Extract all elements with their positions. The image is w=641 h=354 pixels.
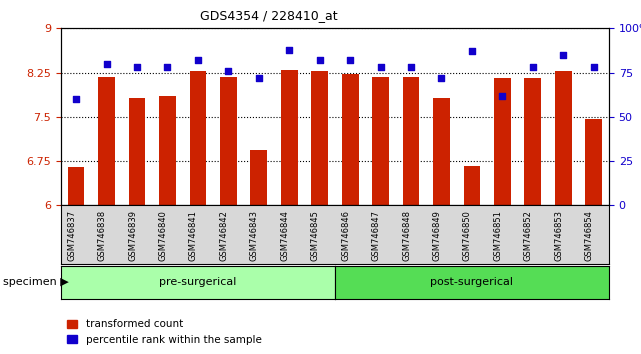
- Bar: [433, 98, 450, 205]
- Bar: [494, 78, 511, 205]
- Point: [406, 64, 416, 70]
- Point: [101, 61, 112, 67]
- Legend: transformed count, percentile rank within the sample: transformed count, percentile rank withi…: [63, 315, 266, 349]
- Text: GSM746843: GSM746843: [250, 210, 259, 261]
- Bar: [98, 77, 115, 205]
- Point: [315, 57, 325, 63]
- Bar: [463, 166, 480, 205]
- Text: GDS4354 / 228410_at: GDS4354 / 228410_at: [201, 9, 338, 22]
- Point: [71, 96, 81, 102]
- Text: GSM746847: GSM746847: [372, 210, 381, 261]
- Bar: [403, 77, 419, 205]
- Point: [223, 68, 233, 74]
- Point: [528, 64, 538, 70]
- Text: pre-surgerical: pre-surgerical: [159, 277, 237, 287]
- Bar: [524, 78, 541, 205]
- Text: GSM746838: GSM746838: [97, 210, 106, 261]
- Point: [558, 52, 569, 58]
- Point: [284, 47, 294, 52]
- Text: GSM746850: GSM746850: [463, 210, 472, 261]
- Bar: [555, 71, 572, 205]
- Text: GSM746848: GSM746848: [402, 210, 411, 261]
- Bar: [159, 96, 176, 205]
- Text: GSM746841: GSM746841: [189, 210, 198, 261]
- Point: [376, 64, 386, 70]
- Point: [345, 57, 355, 63]
- Text: GSM746852: GSM746852: [524, 210, 533, 261]
- Point: [467, 48, 477, 54]
- Point: [162, 64, 172, 70]
- Point: [132, 64, 142, 70]
- Bar: [312, 72, 328, 205]
- Text: post-surgerical: post-surgerical: [431, 277, 513, 287]
- Text: GSM746849: GSM746849: [433, 210, 442, 261]
- Bar: [585, 119, 602, 205]
- Bar: [342, 74, 358, 205]
- Text: GSM746854: GSM746854: [585, 210, 594, 261]
- Bar: [281, 70, 297, 205]
- Text: GSM746846: GSM746846: [341, 210, 350, 261]
- Bar: [190, 72, 206, 205]
- Text: specimen ▶: specimen ▶: [3, 277, 69, 287]
- Text: GSM746839: GSM746839: [128, 210, 137, 261]
- Text: GSM746840: GSM746840: [158, 210, 167, 261]
- Text: GSM746853: GSM746853: [554, 210, 563, 261]
- Text: GSM746851: GSM746851: [494, 210, 503, 261]
- Bar: [372, 77, 389, 205]
- Bar: [129, 98, 146, 205]
- Point: [588, 64, 599, 70]
- Text: GSM746844: GSM746844: [280, 210, 289, 261]
- Point: [193, 57, 203, 63]
- Point: [497, 93, 508, 98]
- Text: GSM746837: GSM746837: [67, 210, 76, 261]
- Text: GSM746845: GSM746845: [311, 210, 320, 261]
- Text: GSM746842: GSM746842: [219, 210, 228, 261]
- Bar: [251, 150, 267, 205]
- Point: [437, 75, 447, 81]
- Bar: [220, 77, 237, 205]
- Bar: [68, 167, 85, 205]
- Point: [254, 75, 264, 81]
